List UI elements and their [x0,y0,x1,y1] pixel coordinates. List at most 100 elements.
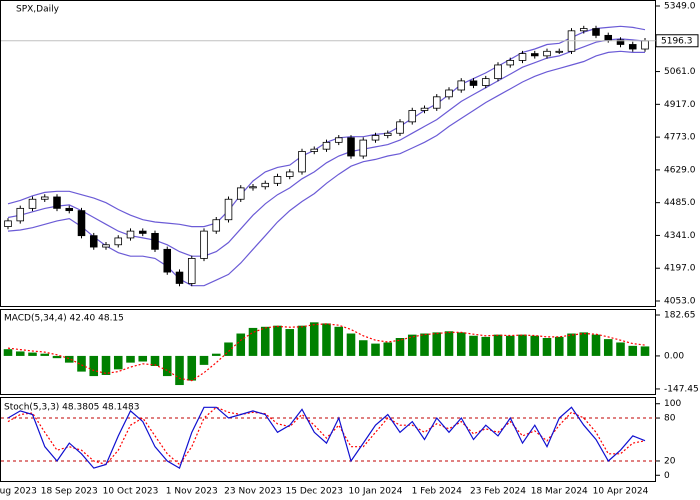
candle-body [457,80,466,91]
macd-bar [493,334,503,356]
candle-body [77,210,86,237]
macd-bar [3,349,13,356]
macd-bar [358,340,368,356]
x-tick-label: 10 Jan 2024 [349,487,403,497]
candle-body [371,135,380,141]
x-tick-label: 1 Nov 2023 [166,487,218,497]
stoch-signal [7,406,646,466]
macd-bar [15,351,25,356]
candle-body [102,244,110,248]
y-tick-label: 0 [664,471,670,481]
x-tick-label: 10 Oct 2023 [103,487,159,497]
candle-body [506,60,515,66]
candle-body [322,141,331,150]
candle-body [396,121,404,134]
candle-body [555,50,564,53]
candle-body [383,132,392,136]
candle-body [481,78,490,86]
candle-body [53,196,61,209]
candle-body [4,220,12,227]
macd-bar [40,353,50,356]
x-tick-label: 25 Aug 2023 [0,487,37,497]
last-price-label: 5196.3 [661,36,693,46]
candle-body [604,34,613,41]
macd-bar [567,333,576,356]
candle-body [200,230,208,259]
y-tick-label: 4485.0 [664,198,696,208]
macd-bar [101,355,111,375]
y-tick-label: 4917.0 [664,100,696,110]
candle-body [530,53,539,57]
price-panel [0,0,656,307]
macd-bar [28,352,37,356]
macd-bar [628,345,638,356]
y-tick-label: 0.00 [664,351,684,361]
macd-bar [456,332,466,356]
macd-bar [309,322,319,356]
macd-bar [591,334,601,356]
macd-bar [64,355,74,363]
candle-body [114,237,123,246]
x-tick-label: 18 Mar 2024 [531,487,588,497]
macd-bar [89,355,99,377]
macd-bar [432,332,442,356]
candle-body [261,182,270,188]
y-tick-label: 4053.0 [664,296,696,306]
candle-body [298,151,306,173]
candle-body [445,89,453,98]
x-tick-label: 1 Feb 2024 [412,487,463,497]
candle-body [175,271,184,284]
x-tick-label: 10 Apr 2024 [593,487,649,497]
macd-signal [7,323,646,382]
band-lower [7,50,645,287]
candle-body [249,186,257,189]
y-tick-label: -147.45 [664,384,699,394]
candle-body [126,230,135,239]
macd-bar [175,355,184,386]
macd-bar [579,332,589,356]
macd-bar [346,333,356,356]
macd-bar [542,338,552,356]
macd-bar [211,353,221,356]
macd-bar [505,335,515,356]
candle-body [212,219,221,232]
candle-body [579,28,588,32]
band-upper [7,25,646,228]
macd-bar [603,339,613,356]
band-middle [7,38,646,257]
candle-body [420,107,429,111]
y-tick-label: 5061.0 [664,67,696,77]
candle-body [543,50,551,57]
x-tick-label: 15 Dec 2023 [286,487,344,497]
candle-body [347,137,355,157]
price-title: SPX,Daily [16,5,60,15]
macd-bar [273,325,282,356]
candle-body [641,40,649,50]
macd-bar [616,342,625,356]
macd-bar [224,342,233,356]
candle-body [89,235,98,248]
macd-bar [420,333,429,356]
candle-body [518,53,527,61]
macd-bar [199,355,209,365]
macd-bar [518,334,527,356]
macd-bar [530,335,540,356]
candle-body [138,230,147,234]
y-tick-label: 4629.0 [664,165,696,175]
y-tick-label: 4341.0 [664,231,696,241]
macd-bar [640,346,650,356]
macd-bar [162,355,172,377]
y-tick-label: 5349.0 [664,2,696,12]
macd-bar [469,335,478,356]
macd-bar [407,334,417,356]
candle-body [236,187,245,200]
x-tick-label: 18 Sep 2023 [41,487,98,497]
macd-bar [126,355,135,363]
macd-bar [187,355,197,381]
stoch-main [7,406,646,469]
candle-body [163,248,172,273]
macd-bar [322,323,331,356]
y-tick-label: 20 [664,456,676,466]
candle-body [408,110,417,123]
macd-bar [248,327,258,356]
